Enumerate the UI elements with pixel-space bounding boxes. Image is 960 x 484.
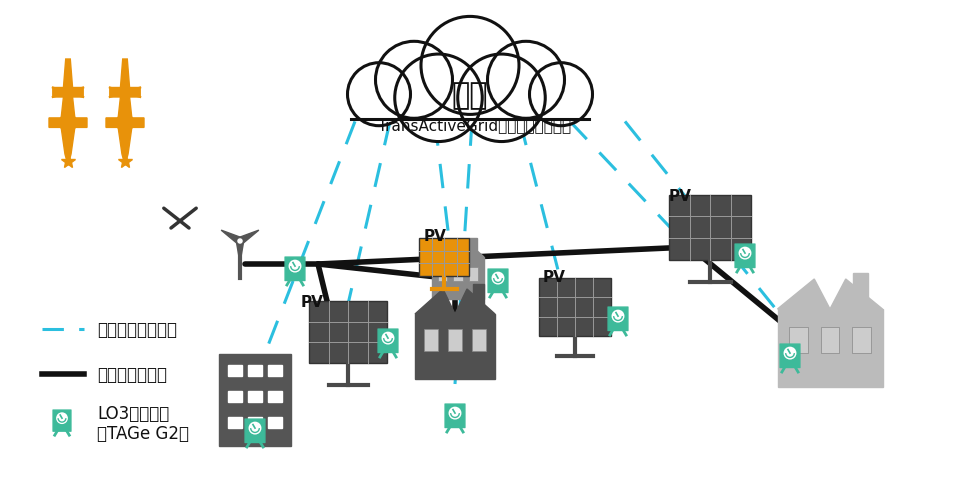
- Bar: [468, 267, 478, 282]
- Bar: [821, 327, 839, 354]
- Bar: [415, 314, 495, 379]
- Text: PV: PV: [300, 294, 324, 309]
- FancyBboxPatch shape: [445, 404, 465, 428]
- Polygon shape: [778, 279, 882, 309]
- Bar: [852, 327, 871, 354]
- Bar: [471, 329, 486, 351]
- Bar: [309, 302, 387, 363]
- Polygon shape: [415, 289, 495, 314]
- Bar: [853, 273, 868, 309]
- Polygon shape: [106, 60, 144, 166]
- Text: TransActiveGridプラットフォーム: TransActiveGridプラットフォーム: [378, 118, 571, 133]
- Bar: [778, 309, 882, 387]
- Text: PV: PV: [423, 228, 446, 243]
- Circle shape: [612, 311, 624, 322]
- FancyBboxPatch shape: [245, 419, 265, 442]
- Text: 既存の送配電網: 既存の送配電網: [97, 365, 167, 383]
- Bar: [228, 417, 242, 428]
- Bar: [268, 391, 282, 402]
- Bar: [228, 391, 242, 402]
- Polygon shape: [432, 241, 484, 257]
- Bar: [248, 391, 262, 402]
- FancyBboxPatch shape: [285, 257, 305, 281]
- Circle shape: [348, 63, 411, 126]
- Bar: [469, 238, 477, 257]
- Bar: [248, 365, 262, 376]
- Text: PV: PV: [542, 270, 565, 285]
- Text: 情報・通信の流れ: 情報・通信の流れ: [97, 320, 177, 338]
- Polygon shape: [238, 231, 259, 245]
- Circle shape: [375, 42, 452, 119]
- FancyBboxPatch shape: [735, 244, 755, 268]
- Bar: [248, 417, 262, 428]
- FancyBboxPatch shape: [53, 410, 71, 431]
- Text: LO3社製機器: LO3社製機器: [97, 404, 169, 422]
- Circle shape: [739, 248, 751, 259]
- Bar: [472, 285, 484, 314]
- Polygon shape: [236, 242, 244, 263]
- FancyBboxPatch shape: [378, 330, 397, 353]
- Text: 市場: 市場: [452, 81, 489, 110]
- Circle shape: [237, 239, 243, 244]
- Circle shape: [492, 273, 504, 284]
- Bar: [432, 257, 484, 300]
- Circle shape: [530, 63, 592, 126]
- Bar: [419, 239, 469, 276]
- Bar: [438, 267, 447, 282]
- Circle shape: [250, 423, 261, 434]
- FancyBboxPatch shape: [780, 345, 800, 368]
- Bar: [423, 329, 438, 351]
- Bar: [351, 95, 589, 120]
- Bar: [219, 354, 291, 446]
- Bar: [228, 365, 242, 376]
- Circle shape: [395, 55, 482, 142]
- Circle shape: [382, 333, 394, 344]
- Polygon shape: [221, 231, 242, 245]
- Circle shape: [421, 17, 519, 115]
- Circle shape: [57, 413, 67, 424]
- Circle shape: [488, 42, 564, 119]
- Circle shape: [289, 261, 300, 272]
- FancyBboxPatch shape: [608, 307, 628, 331]
- Text: （TAGe G2）: （TAGe G2）: [97, 424, 189, 442]
- Bar: [268, 365, 282, 376]
- Polygon shape: [49, 60, 87, 166]
- Circle shape: [449, 408, 461, 419]
- Circle shape: [784, 348, 796, 359]
- Bar: [789, 327, 808, 354]
- Bar: [539, 278, 611, 336]
- Bar: [447, 329, 462, 351]
- Bar: [453, 267, 463, 282]
- Bar: [268, 417, 282, 428]
- Text: PV: PV: [668, 189, 691, 204]
- Circle shape: [238, 240, 242, 243]
- Bar: [669, 195, 751, 260]
- FancyBboxPatch shape: [488, 270, 508, 293]
- Circle shape: [458, 55, 545, 142]
